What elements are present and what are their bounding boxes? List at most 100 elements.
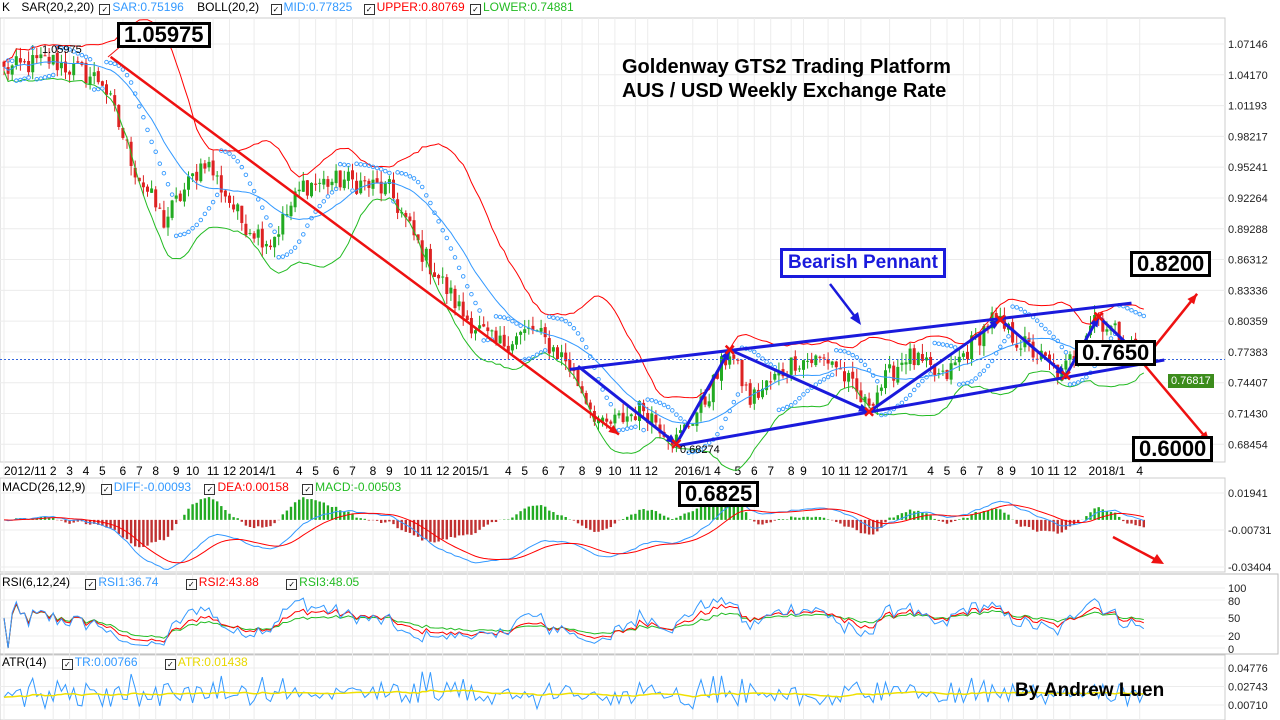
mid-checkbox[interactable]: ✓ bbox=[270, 4, 282, 15]
candle-body bbox=[408, 216, 412, 221]
sar-dot bbox=[870, 373, 876, 378]
candle-body bbox=[814, 355, 818, 366]
x-tick-label: 4 bbox=[296, 464, 303, 478]
candle-body bbox=[437, 274, 441, 279]
sar-dot bbox=[764, 359, 769, 364]
sar-dot bbox=[428, 200, 433, 206]
rsi2-checkbox[interactable]: ✓ bbox=[185, 579, 197, 590]
macd-checkbox[interactable]: ✓ bbox=[302, 484, 314, 495]
candle-body bbox=[633, 416, 637, 421]
sar-dot bbox=[801, 392, 806, 397]
rsi3-checkbox[interactable]: ✓ bbox=[286, 579, 298, 590]
rsi1-checkbox[interactable]: ✓ bbox=[85, 579, 97, 590]
sar-dot bbox=[538, 350, 544, 355]
candle-body bbox=[769, 381, 773, 383]
sar-dot bbox=[444, 235, 450, 241]
candle-body bbox=[638, 400, 641, 421]
sar-dot bbox=[329, 190, 335, 195]
sar-dot bbox=[702, 443, 708, 449]
candle-body bbox=[646, 412, 650, 423]
sar-dot bbox=[1075, 380, 1081, 385]
x-tick-label: 10 bbox=[821, 464, 835, 478]
candle-body bbox=[1113, 323, 1117, 326]
diff-checkbox[interactable]: ✓ bbox=[100, 484, 112, 495]
x-tick-label: 9 bbox=[173, 464, 180, 478]
sar-dot bbox=[1010, 304, 1015, 309]
candle-body bbox=[806, 360, 810, 362]
sar-dot bbox=[378, 166, 384, 172]
sar-dot bbox=[657, 400, 663, 406]
sar-dot bbox=[1002, 338, 1007, 344]
candle-body bbox=[433, 272, 436, 277]
lower-checkbox[interactable]: ✓ bbox=[470, 4, 481, 15]
sar-dot bbox=[440, 228, 445, 233]
upper-checkbox[interactable]: ✓ bbox=[363, 4, 375, 15]
sar-dot bbox=[358, 162, 363, 167]
candle-body bbox=[703, 396, 707, 405]
sar-dot bbox=[288, 249, 294, 254]
sar-dot bbox=[1133, 310, 1138, 315]
candle-body bbox=[580, 386, 584, 394]
x-tick-label: 6 bbox=[960, 464, 967, 478]
candle-body bbox=[756, 389, 760, 398]
candle-body bbox=[707, 401, 711, 407]
candle-body bbox=[945, 370, 949, 380]
candle-body bbox=[187, 176, 190, 190]
candle-body bbox=[724, 356, 728, 366]
sar-dot bbox=[350, 188, 355, 193]
x-tick-label: 5 bbox=[312, 464, 319, 478]
candle-body bbox=[802, 360, 805, 370]
x-tick-label: 10 bbox=[608, 464, 622, 478]
x-tick-label: 9 bbox=[800, 464, 807, 478]
sar-dot bbox=[46, 73, 52, 79]
candle-body bbox=[2, 61, 6, 67]
atr-checkbox[interactable]: ✓ bbox=[164, 659, 176, 670]
candle-body bbox=[371, 179, 375, 189]
arrow-head-icon bbox=[1187, 293, 1198, 305]
sar-dot bbox=[1034, 318, 1040, 323]
candle-body bbox=[14, 56, 18, 66]
x-tick-label: 6 bbox=[542, 464, 549, 478]
candle-body bbox=[92, 72, 96, 77]
price-tick-label: 0.68454 bbox=[1228, 439, 1268, 451]
candle-body bbox=[695, 412, 699, 426]
tr-checkbox[interactable]: ✓ bbox=[61, 659, 73, 670]
sar-dot bbox=[67, 47, 72, 52]
price-tick-label: 0.89288 bbox=[1228, 224, 1268, 236]
candle-body bbox=[765, 380, 769, 391]
candle-body bbox=[379, 181, 383, 194]
pivot-x-marker bbox=[724, 344, 735, 355]
sar-dot bbox=[157, 161, 163, 166]
candle-body bbox=[318, 182, 322, 184]
zigzag-arrow bbox=[675, 348, 732, 445]
candle-body bbox=[162, 210, 166, 228]
legend-macd: MACD:-0.00503 bbox=[315, 480, 402, 494]
price-tick-label: 1.04170 bbox=[1228, 70, 1268, 82]
rsi2-line bbox=[3, 602, 1144, 649]
candle-body bbox=[232, 204, 236, 210]
dea-checkbox[interactable]: ✓ bbox=[204, 484, 216, 495]
sar-dot bbox=[1014, 305, 1019, 310]
sar-dot bbox=[161, 170, 167, 176]
sar-dot bbox=[407, 174, 413, 179]
candle-body bbox=[998, 315, 1002, 318]
sar-dot bbox=[805, 388, 810, 394]
sar-dot bbox=[383, 168, 388, 174]
sar-dot bbox=[214, 192, 220, 198]
legend-lower: LOWER:0.74881 bbox=[483, 0, 574, 14]
sar-dot bbox=[981, 368, 987, 373]
sar-dot bbox=[1043, 326, 1048, 332]
pivot-x-marker bbox=[1061, 370, 1071, 381]
candle-body bbox=[810, 359, 814, 364]
candle-body bbox=[715, 373, 719, 379]
sar-dot bbox=[87, 57, 93, 62]
sar-dot bbox=[727, 408, 732, 414]
candle-body bbox=[219, 175, 223, 193]
candle-body bbox=[625, 416, 629, 422]
sar-dot bbox=[276, 254, 281, 260]
candle-body bbox=[736, 359, 740, 361]
sar-dot bbox=[846, 350, 851, 356]
sar-dot bbox=[526, 356, 532, 362]
sar-checkbox[interactable]: ✓ bbox=[99, 4, 111, 15]
